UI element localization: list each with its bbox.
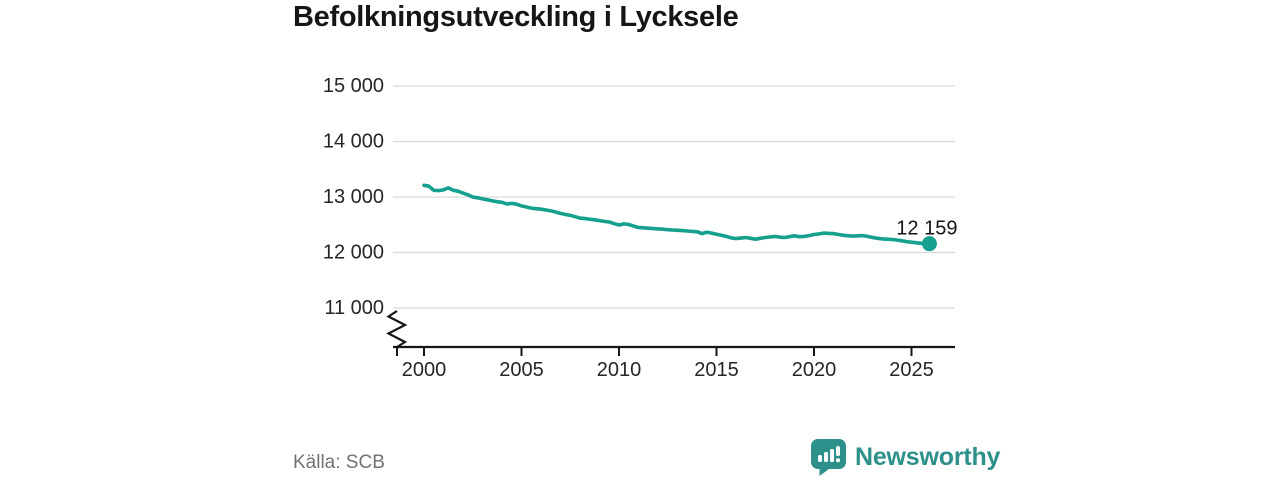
chart-title: Befolkningsutveckling i Lycksele <box>293 1 739 33</box>
y-tick-label: 14 000 <box>323 131 384 153</box>
latest-value-label: 12 159 <box>896 218 957 240</box>
axis-break-icon <box>386 310 408 348</box>
newsworthy-logo: Newsworthy <box>811 439 1000 476</box>
y-tick-label: 12 000 <box>323 242 384 264</box>
population-series-line <box>422 183 932 246</box>
source-label: Källa: SCB <box>293 452 385 473</box>
x-tick-label: 2005 <box>499 359 544 381</box>
latest-value-dot <box>921 236 937 252</box>
x-tick-label: 2000 <box>402 359 447 381</box>
y-tick-label: 15 000 <box>323 75 384 97</box>
x-tick-label: 2015 <box>694 359 739 381</box>
newsworthy-logo-text: Newsworthy <box>855 443 1001 471</box>
x-tick-label: 2020 <box>792 359 837 381</box>
x-tick-label: 2025 <box>889 359 934 381</box>
y-tick-label: 11 000 <box>324 297 384 319</box>
y-tick-label: 13 000 <box>323 186 384 208</box>
newsworthy-logo-icon <box>811 439 846 476</box>
x-tick-label: 2010 <box>597 359 642 381</box>
